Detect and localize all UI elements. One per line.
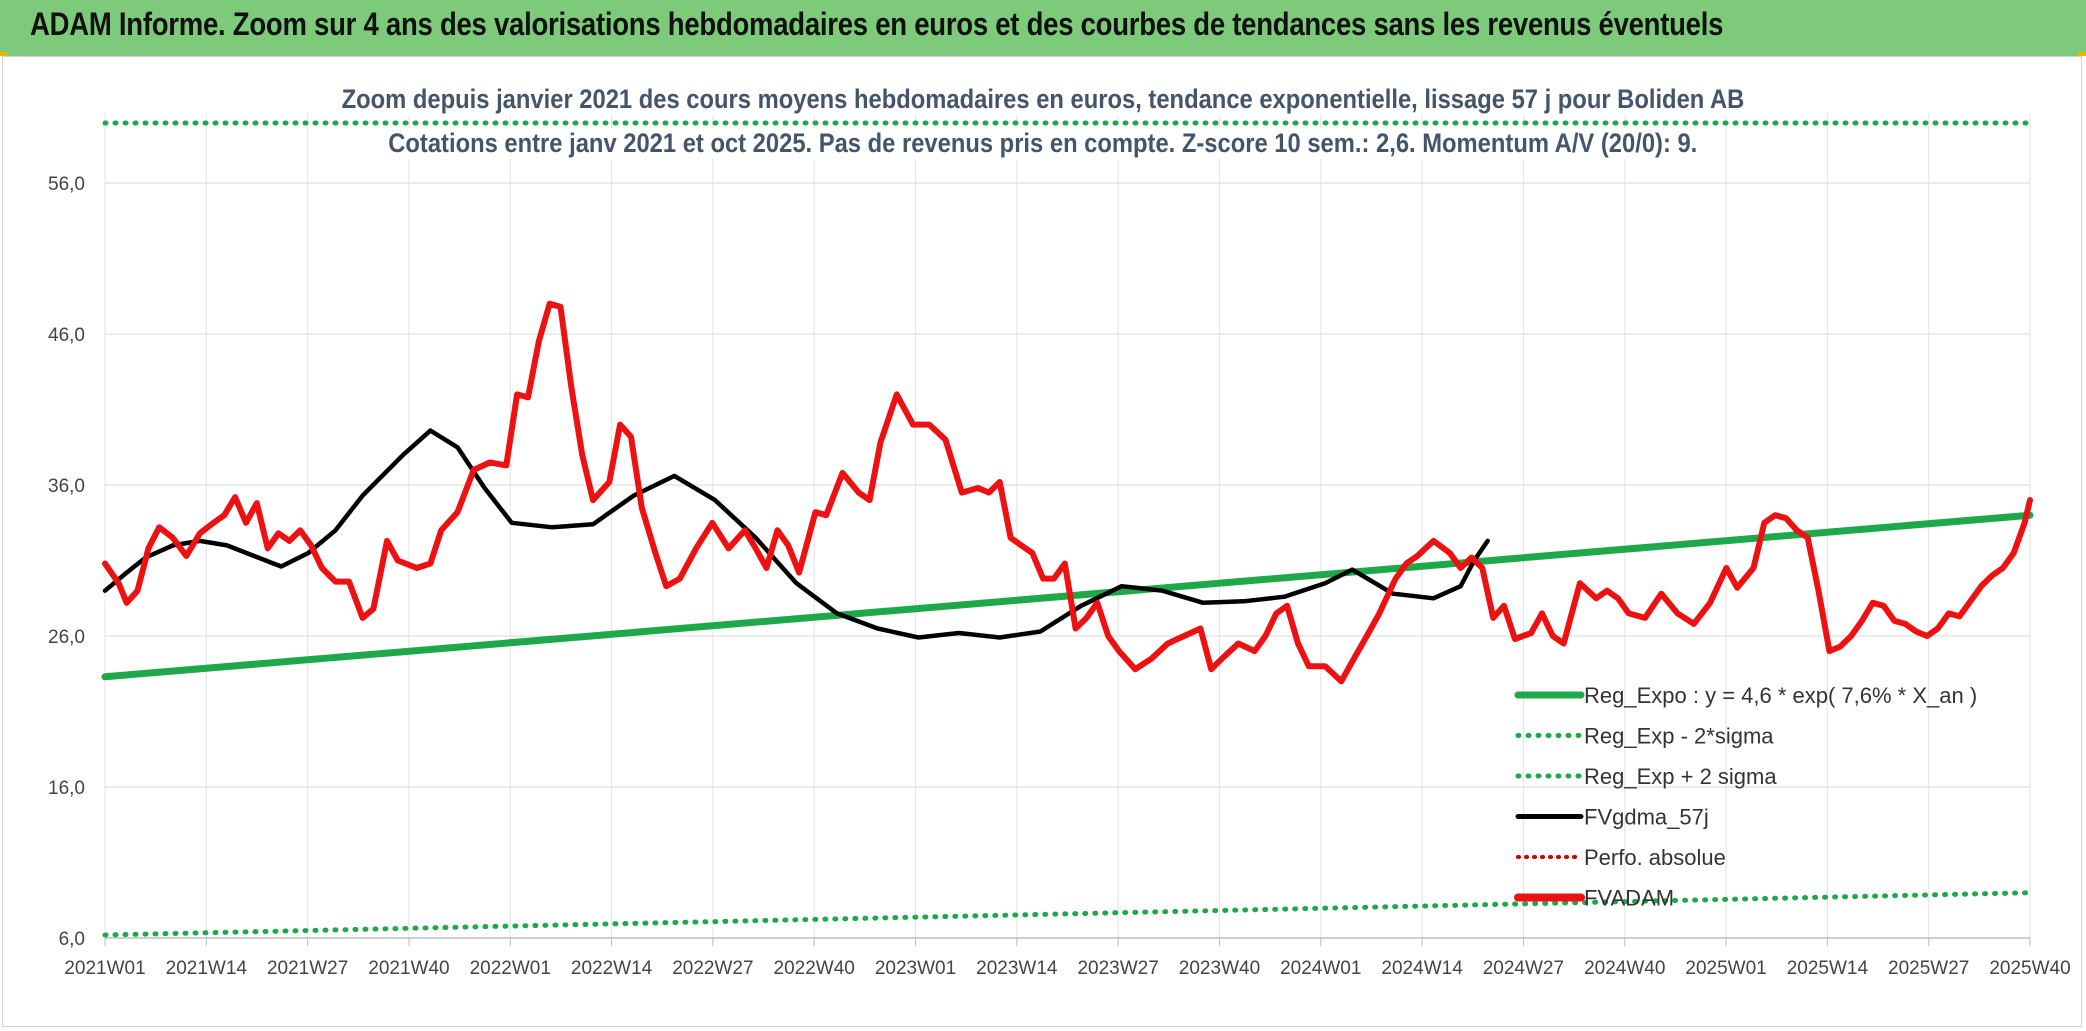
y-tick-label: 56,0	[48, 174, 85, 195]
chart-subtitle: Cotations entre janv 2021 et oct 2025. P…	[0, 128, 2086, 159]
legend-label: FVADAM	[1584, 886, 1674, 911]
x-tick-label: 2021W27	[267, 958, 348, 979]
page-title: ADAM Informe. Zoom sur 4 ans des valoris…	[30, 6, 1724, 42]
y-tick-label: 36,0	[48, 476, 85, 497]
chart-title-text: Zoom depuis janvier 2021 des cours moyen…	[336, 84, 1750, 115]
corner-marker-right	[2078, 52, 2086, 56]
x-tick-label: 2025W01	[1685, 958, 1766, 979]
x-tick-label: 2023W27	[1077, 958, 1158, 979]
x-tick-label: 2021W01	[64, 958, 145, 979]
x-tick-label: 2023W40	[1179, 958, 1260, 979]
x-tick-label: 2022W27	[672, 958, 753, 979]
x-tick-label: 2022W40	[774, 958, 855, 979]
x-tick-label: 2024W27	[1483, 958, 1564, 979]
x-tick-label: 2022W14	[571, 958, 653, 979]
legend-label: Reg_Exp + 2 sigma	[1584, 764, 1777, 789]
x-tick-label: 2024W01	[1280, 958, 1361, 979]
x-tick-label: 2025W40	[1989, 958, 2070, 979]
x-tick-label: 2024W14	[1381, 958, 1463, 979]
x-tick-label: 2023W14	[976, 958, 1058, 979]
y-tick-label: 26,0	[48, 627, 85, 648]
fvadam-line	[102, 300, 2033, 685]
fvgdma-57j-line	[102, 428, 1490, 640]
y-tick-label: 46,0	[48, 325, 85, 346]
y-tick-label: 16,0	[48, 778, 85, 799]
x-tick-label: 2023W01	[875, 958, 956, 979]
reg-exp-minus-2sigma-line	[102, 890, 2033, 938]
chart-subtitle-text: Cotations entre janv 2021 et oct 2025. P…	[383, 128, 1703, 159]
corner-marker-left	[0, 52, 8, 56]
x-tick-label: 2024W40	[1584, 958, 1665, 979]
x-tick-label: 2021W40	[368, 958, 449, 979]
y-tick-label: 6,0	[59, 929, 85, 950]
legend-label: FVgdma_57j	[1584, 805, 1709, 830]
legend-label: Reg_Exp - 2*sigma	[1584, 724, 1774, 749]
x-tick-label: 2021W14	[166, 958, 248, 979]
chart-title: Zoom depuis janvier 2021 des cours moyen…	[0, 84, 2086, 115]
legend-label: Perfo. absolue	[1584, 845, 1726, 870]
x-tick-label: 2025W27	[1888, 958, 1969, 979]
legend-label: Reg_Expo : y = 4,6 * exp( 7,6% * X_an )	[1584, 683, 1977, 708]
x-tick-label: 2022W01	[470, 958, 551, 979]
header-bar: ADAM Informe. Zoom sur 4 ans des valoris…	[0, 0, 2086, 56]
x-tick-label: 2025W14	[1787, 958, 1869, 979]
